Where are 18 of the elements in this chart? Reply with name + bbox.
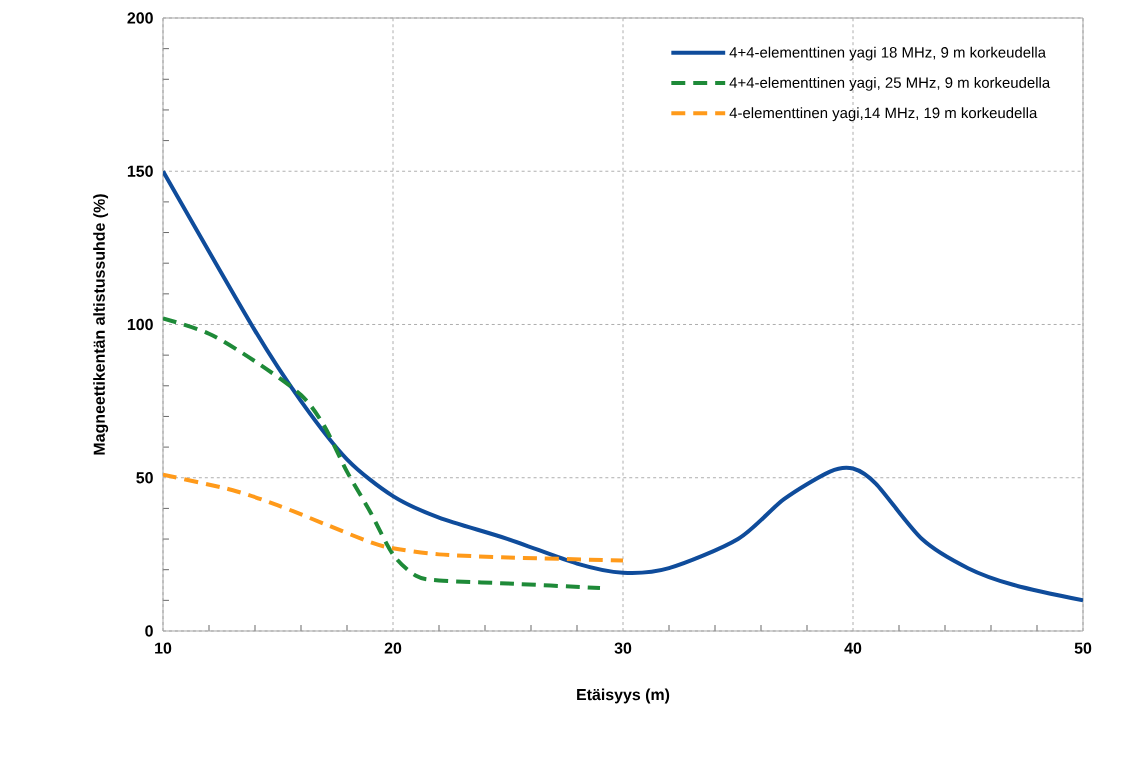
line-series: [163, 316, 602, 591]
x-tick-label: 10: [155, 642, 172, 654]
x-tick-label: 50: [1074, 642, 1092, 654]
y-tick-label: 200: [127, 12, 153, 24]
x-axis-title: Etäisyys (m): [577, 688, 670, 704]
line-series: [163, 169, 1084, 603]
y-tick-label: 50: [136, 472, 153, 484]
legend-label: 4-elementtinen yagi,14 MHz, 19 m korkeudella: [729, 107, 1038, 122]
y-tick-label: 150: [127, 165, 153, 177]
x-tick-label: 20: [384, 642, 402, 654]
x-tick-label: 30: [614, 642, 632, 654]
line-series: [163, 472, 625, 563]
legend-label: 4+4-elementtinen yagi 18 MHz, 9 m korkeudella: [729, 46, 1047, 61]
y-tick-label: 0: [145, 625, 153, 637]
x-tick-label: 40: [844, 642, 862, 654]
y-tick-label: 100: [127, 318, 153, 331]
y-axis-title: Magneettikentän altistussuhde (%): [93, 194, 109, 455]
legend-label: 4+4-elementtinen yagi, 25 MHz, 9 m korkeudella: [729, 76, 1051, 91]
